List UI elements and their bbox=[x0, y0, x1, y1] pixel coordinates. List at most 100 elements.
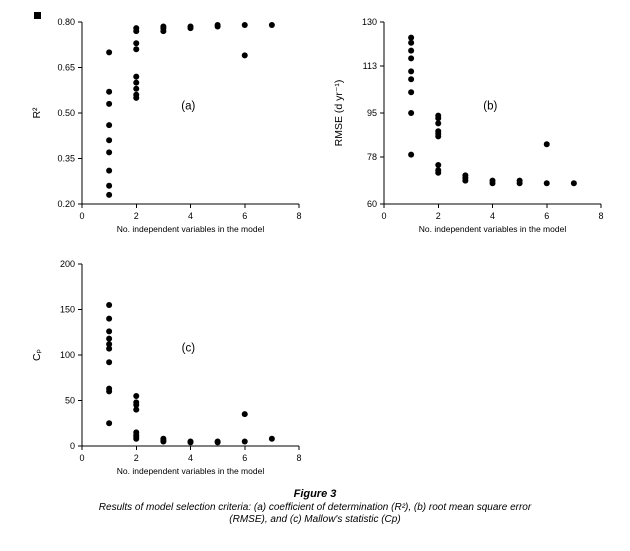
scatter-point bbox=[106, 359, 113, 366]
scatter-point bbox=[133, 73, 140, 80]
scatter-point bbox=[106, 335, 113, 342]
y-axis-label: Cₚ bbox=[31, 348, 43, 361]
panel-label: (c) bbox=[182, 342, 196, 354]
stray-mark bbox=[34, 12, 41, 19]
x-axis-label: No. independent variables in the model bbox=[419, 224, 567, 234]
y-tick-label: 150 bbox=[60, 305, 75, 315]
x-tick-label: 4 bbox=[188, 211, 193, 221]
y-tick-label: 60 bbox=[367, 199, 377, 209]
y-tick-label: 113 bbox=[363, 61, 377, 71]
scatter-point bbox=[435, 120, 442, 127]
y-tick-label: 0.65 bbox=[57, 63, 75, 73]
scatter-point bbox=[408, 47, 415, 54]
scatter-point bbox=[489, 180, 496, 187]
caption-line-1: Results of model selection criteria: (a)… bbox=[98, 502, 532, 513]
scatter-point bbox=[133, 79, 140, 86]
scatter-point bbox=[435, 133, 442, 140]
scatter-point bbox=[435, 169, 442, 176]
chart-canvas: 0.20 0.35 0.50 0.65 0.80 0 2 4 6 8 (a) No. independ… bbox=[31, 17, 302, 234]
x-tick-label: 6 bbox=[242, 211, 247, 221]
scatter-point bbox=[268, 435, 275, 442]
scatter-point bbox=[106, 167, 113, 174]
scatter-point bbox=[133, 435, 140, 442]
y-axis-label: R² bbox=[31, 107, 43, 119]
x-tick-label: 0 bbox=[79, 453, 84, 463]
x-tick-label: 8 bbox=[598, 211, 603, 221]
y-tick-label: 95 bbox=[367, 108, 377, 118]
scatter-point bbox=[187, 25, 194, 32]
y-tick-label: 50 bbox=[65, 396, 75, 406]
chart-canvas: 0 50 100 150 200 0 2 4 6 8 (c) No. independent vari… bbox=[31, 259, 302, 476]
scatter-point bbox=[106, 100, 113, 107]
panel-label: (a) bbox=[181, 100, 195, 112]
x-tick-label: 6 bbox=[242, 453, 247, 463]
scatter-point bbox=[408, 89, 415, 96]
caption-line-2: (RMSE), and (c) Mallow's statistic (Cp) bbox=[229, 514, 401, 525]
scatter-point bbox=[106, 137, 113, 144]
scatter-point bbox=[106, 149, 113, 156]
x-tick-label: 8 bbox=[296, 453, 301, 463]
x-tick-label: 0 bbox=[79, 211, 84, 221]
x-tick-label: 0 bbox=[381, 211, 386, 221]
x-tick-label: 2 bbox=[134, 453, 139, 463]
scatter-point bbox=[462, 177, 469, 184]
scatter-point bbox=[106, 315, 113, 322]
scatter-point bbox=[241, 52, 248, 59]
y-tick-label: 78 bbox=[367, 152, 377, 162]
scatter-point bbox=[106, 122, 113, 129]
scatter-point bbox=[516, 180, 523, 187]
chart-panel-a: 0.20 0.35 0.50 0.65 0.80 0 2 4 6 8 (a) No. independ… bbox=[28, 10, 313, 253]
y-tick-label: 0.50 bbox=[57, 108, 75, 118]
x-axis-label: No. independent variables in the model bbox=[117, 466, 265, 476]
scatter-point bbox=[408, 68, 415, 75]
scatter-point bbox=[408, 55, 415, 62]
scatter-point bbox=[241, 22, 248, 29]
scatter-point bbox=[106, 328, 113, 335]
x-tick-label: 6 bbox=[544, 211, 549, 221]
x-tick-label: 4 bbox=[490, 211, 495, 221]
chart-panel-c: 0 50 100 150 200 0 2 4 6 8 (c) No. independent vari… bbox=[28, 252, 313, 495]
scatter-point bbox=[408, 76, 415, 83]
scatter-point bbox=[106, 345, 113, 352]
x-tick-label: 4 bbox=[188, 453, 193, 463]
scatter-point bbox=[241, 411, 248, 418]
scatter-point bbox=[133, 406, 140, 413]
scatter-point bbox=[106, 49, 113, 56]
scatter-point bbox=[435, 115, 442, 122]
scatter-point bbox=[408, 39, 415, 46]
figure-caption: Figure 3 Results of model selection crit… bbox=[0, 488, 630, 526]
y-tick-label: 0.35 bbox=[57, 154, 75, 164]
scatter-point bbox=[133, 94, 140, 101]
scatter-point bbox=[214, 439, 221, 446]
y-tick-label: 0.80 bbox=[57, 17, 75, 27]
y-tick-label: 100 bbox=[60, 350, 75, 360]
y-axis-label: RMSE (d yr⁻¹) bbox=[333, 80, 345, 147]
scatter-point bbox=[570, 180, 577, 187]
scatter-point bbox=[268, 22, 275, 29]
scatter-point bbox=[106, 341, 113, 348]
scatter-point bbox=[408, 110, 415, 116]
y-tick-label: 130 bbox=[362, 17, 377, 27]
scatter-point bbox=[106, 88, 113, 95]
chart-panel-b: 60 78 95 113 130 0 2 4 6 8 (b) No. independent vari… bbox=[330, 10, 615, 253]
scatter-point bbox=[133, 392, 140, 399]
scatter-point bbox=[408, 34, 415, 41]
scatter-point bbox=[133, 402, 140, 409]
x-tick-label: 8 bbox=[296, 211, 301, 221]
scatter-point bbox=[106, 301, 113, 308]
scatter-point bbox=[133, 40, 140, 47]
scatter-point bbox=[543, 141, 550, 148]
x-tick-label: 2 bbox=[134, 211, 139, 221]
scatter-point bbox=[133, 28, 140, 35]
scatter-point bbox=[160, 438, 167, 445]
scatter-point bbox=[408, 151, 415, 158]
scatter-point bbox=[133, 46, 140, 53]
x-axis-label: No. independent variables in the model bbox=[117, 224, 265, 234]
scatter-point bbox=[106, 420, 113, 427]
scatter-point bbox=[214, 23, 221, 30]
y-tick-label: 200 bbox=[60, 259, 75, 269]
scatter-point bbox=[187, 439, 194, 446]
scatter-point bbox=[133, 85, 140, 92]
figure-number: Figure 3 bbox=[293, 488, 337, 500]
